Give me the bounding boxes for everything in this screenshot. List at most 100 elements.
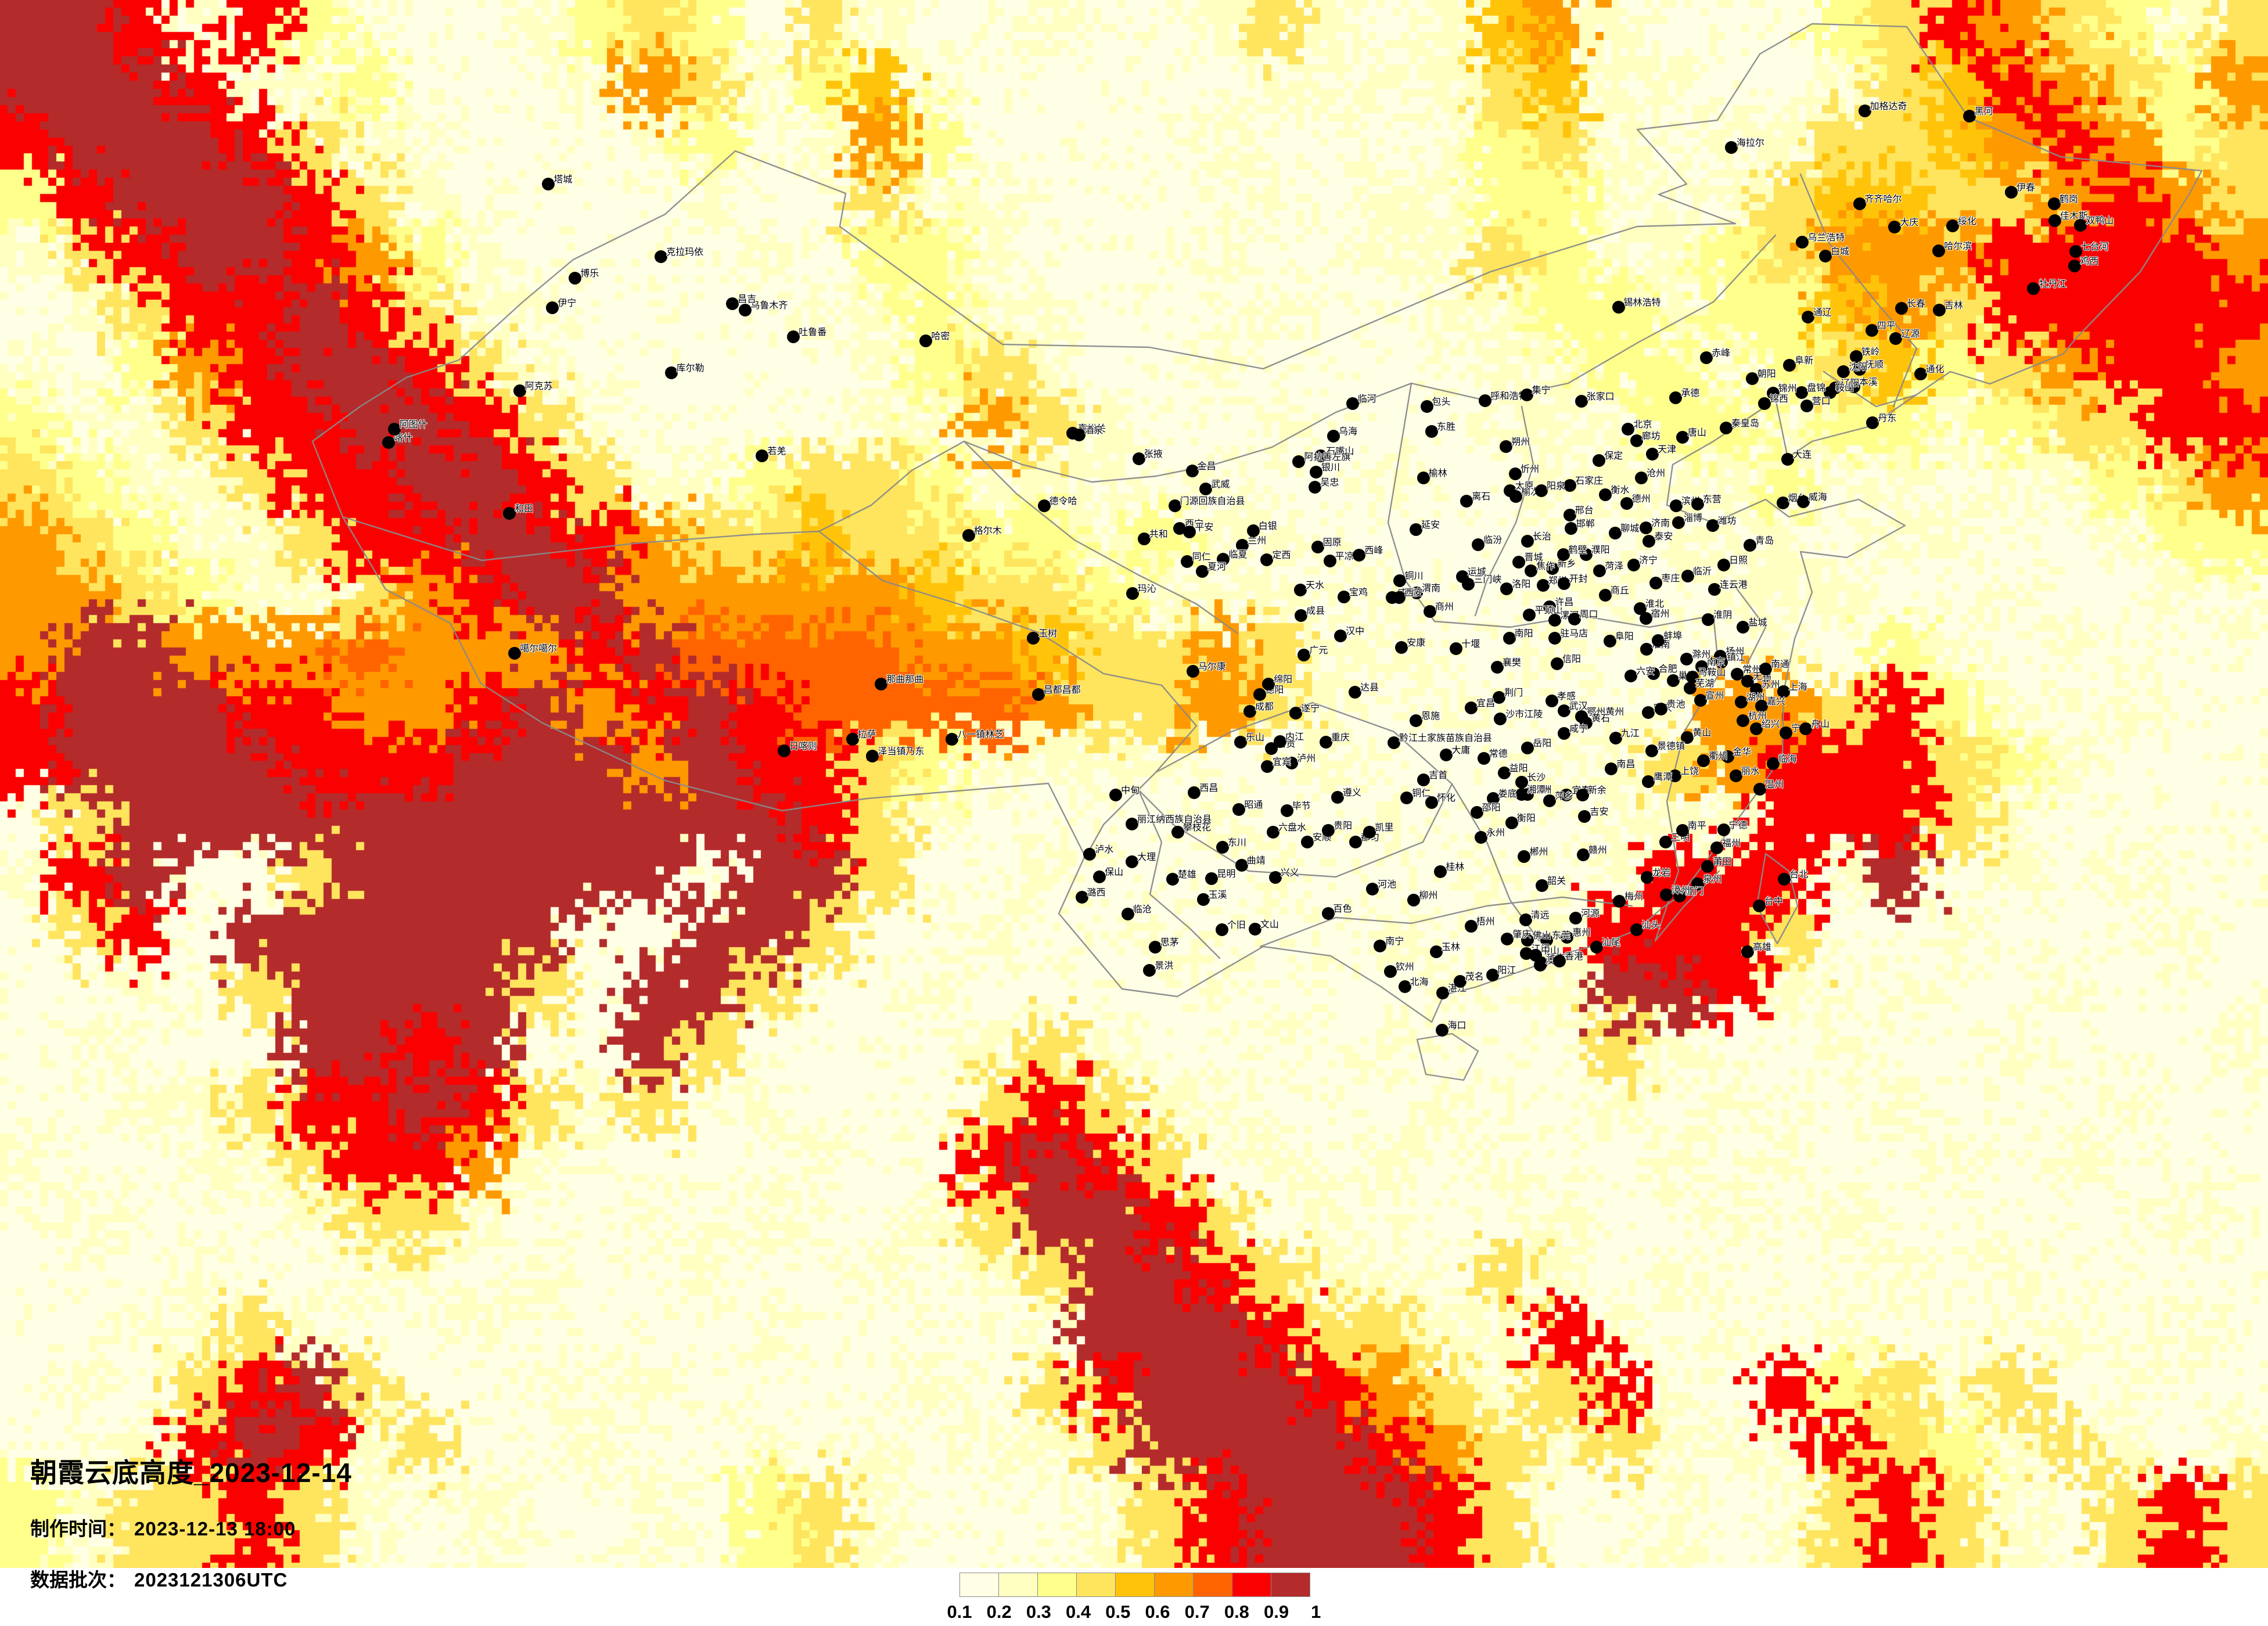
city-dot	[1624, 669, 1638, 682]
city-label: 思茅	[1160, 937, 1179, 948]
map-title: 朝霞云底高度_2023-12-14	[30, 1458, 352, 1488]
city-dot	[1717, 558, 1731, 571]
city-label: 吉安	[1590, 807, 1609, 817]
city-dot	[1186, 665, 1199, 678]
china-forecast-map[interactable]: 喀什 阿图什 和田 阿克苏 库尔勒 若羌 吐鲁番 乌鲁木齐 昌吉 克拉玛依 博乐 伊宁 塔城 哈密 噶尔噶尔…	[0, 0, 2268, 1568]
city-dot	[655, 250, 668, 264]
city-label: 梅州	[1624, 892, 1644, 902]
city-dot	[1932, 244, 1946, 257]
city-label: 本溪	[1859, 377, 1878, 388]
city-dot	[1309, 480, 1322, 494]
city-label: 龙岩	[1652, 868, 1671, 879]
city-dot	[1126, 587, 1139, 600]
city-label: 中甸	[1121, 785, 1140, 796]
city-label: 遵义	[1342, 788, 1361, 798]
city-label: 厦门	[1685, 886, 1704, 897]
city-dot	[1783, 358, 1796, 372]
city-label: 广元	[1309, 645, 1328, 656]
city-dot	[1963, 110, 1976, 123]
city-label: 临汾	[1483, 535, 1503, 546]
city-dot	[1183, 526, 1196, 539]
city-label: 定西	[1272, 551, 1291, 561]
city-dot	[1533, 958, 1547, 972]
city-dot	[1383, 965, 1397, 978]
city-dot	[1535, 484, 1548, 498]
city-dot	[2027, 282, 2040, 295]
city-dot	[1766, 757, 1780, 770]
city-dot	[1686, 671, 1699, 684]
city-label: 泉州	[1703, 875, 1722, 885]
city-label: 威海	[1808, 492, 1827, 502]
city-dot	[1311, 541, 1324, 554]
city-label: 通辽	[1813, 307, 1832, 318]
city-dot	[1262, 678, 1275, 691]
city-label: 玉林	[1441, 942, 1460, 952]
city-dot	[2068, 259, 2082, 272]
city-dot	[1745, 372, 1759, 386]
city-dot	[1289, 707, 1303, 720]
city-dot	[1148, 940, 1162, 954]
city-label: 青岛	[1755, 535, 1774, 546]
city-label: 若羌	[767, 447, 786, 457]
city-dot	[1462, 578, 1475, 591]
city-dot	[1429, 945, 1443, 958]
city-label: 怀化	[1437, 793, 1456, 803]
city-label: 南通	[1770, 659, 1789, 670]
city-label: 八一镇林芝	[957, 730, 1004, 740]
city-label: 阿克苏	[524, 382, 553, 392]
city-dot	[1486, 969, 1499, 982]
city-label: 包头	[1432, 397, 1451, 407]
city-label: 景洪	[1155, 961, 1174, 972]
city-label: 武威	[1211, 479, 1230, 490]
city-label: 滁州	[1692, 650, 1711, 660]
city-dot	[1173, 522, 1186, 535]
legend-tick-label: 0.4	[1066, 1602, 1091, 1622]
city-dot	[1398, 980, 1411, 993]
city-label: 苏州	[1761, 680, 1780, 690]
city-label: 北京	[1633, 420, 1652, 430]
city-dot	[1681, 731, 1694, 744]
city-dot	[1609, 731, 1622, 744]
city-dot	[1548, 614, 1562, 627]
city-label: 石家庄	[1575, 476, 1604, 487]
city-dot	[1752, 900, 1766, 913]
city-dot	[1301, 836, 1314, 849]
city-dot	[1319, 735, 1332, 749]
legend-tick-label: 0.5	[1105, 1602, 1131, 1622]
city-dot	[1655, 702, 1668, 715]
data-batch-value: 2023121306UTC	[134, 1569, 288, 1591]
city-dot	[1676, 824, 1689, 837]
city-label: 太原	[1515, 481, 1534, 491]
city-label: 白银	[1258, 521, 1277, 531]
city-label: 哈密	[931, 331, 950, 341]
city-dot	[1641, 706, 1655, 719]
city-dot	[1558, 727, 1571, 740]
city-label: 邵阳	[1482, 803, 1501, 813]
country-outline	[311, 23, 2203, 1023]
city-dot	[866, 749, 879, 762]
city-label: 新乡	[1557, 559, 1576, 569]
city-label: 宿州	[1651, 609, 1670, 619]
city-dot	[1536, 578, 1550, 592]
city-label: 吉首	[1429, 771, 1448, 781]
city-dot	[1440, 749, 1453, 762]
city-label: 东莞	[1552, 930, 1571, 941]
city-label: 噶尔噶尔	[520, 643, 558, 654]
city-label: 扬州	[1726, 647, 1745, 657]
city-dot	[1593, 454, 1606, 467]
city-label: 呼和浩特	[1490, 391, 1528, 402]
city-label: 喀什	[394, 433, 413, 443]
city-dot	[1520, 388, 1533, 402]
city-label: 重庆	[1331, 732, 1350, 743]
city-label: 香港	[1565, 952, 1584, 962]
city-dot	[1630, 434, 1643, 447]
city-dot	[1505, 816, 1518, 830]
city-label: 襄樊	[1502, 657, 1521, 668]
production-time-label: 制作时间：	[30, 1518, 126, 1539]
heatmap-canvas	[0, 0, 2268, 1568]
legend-swatch	[1232, 1573, 1271, 1597]
city-label: 和田	[515, 504, 534, 515]
city-dot	[503, 507, 516, 520]
city-label: 石嘴山	[1326, 447, 1354, 457]
city-dot	[1521, 742, 1534, 755]
